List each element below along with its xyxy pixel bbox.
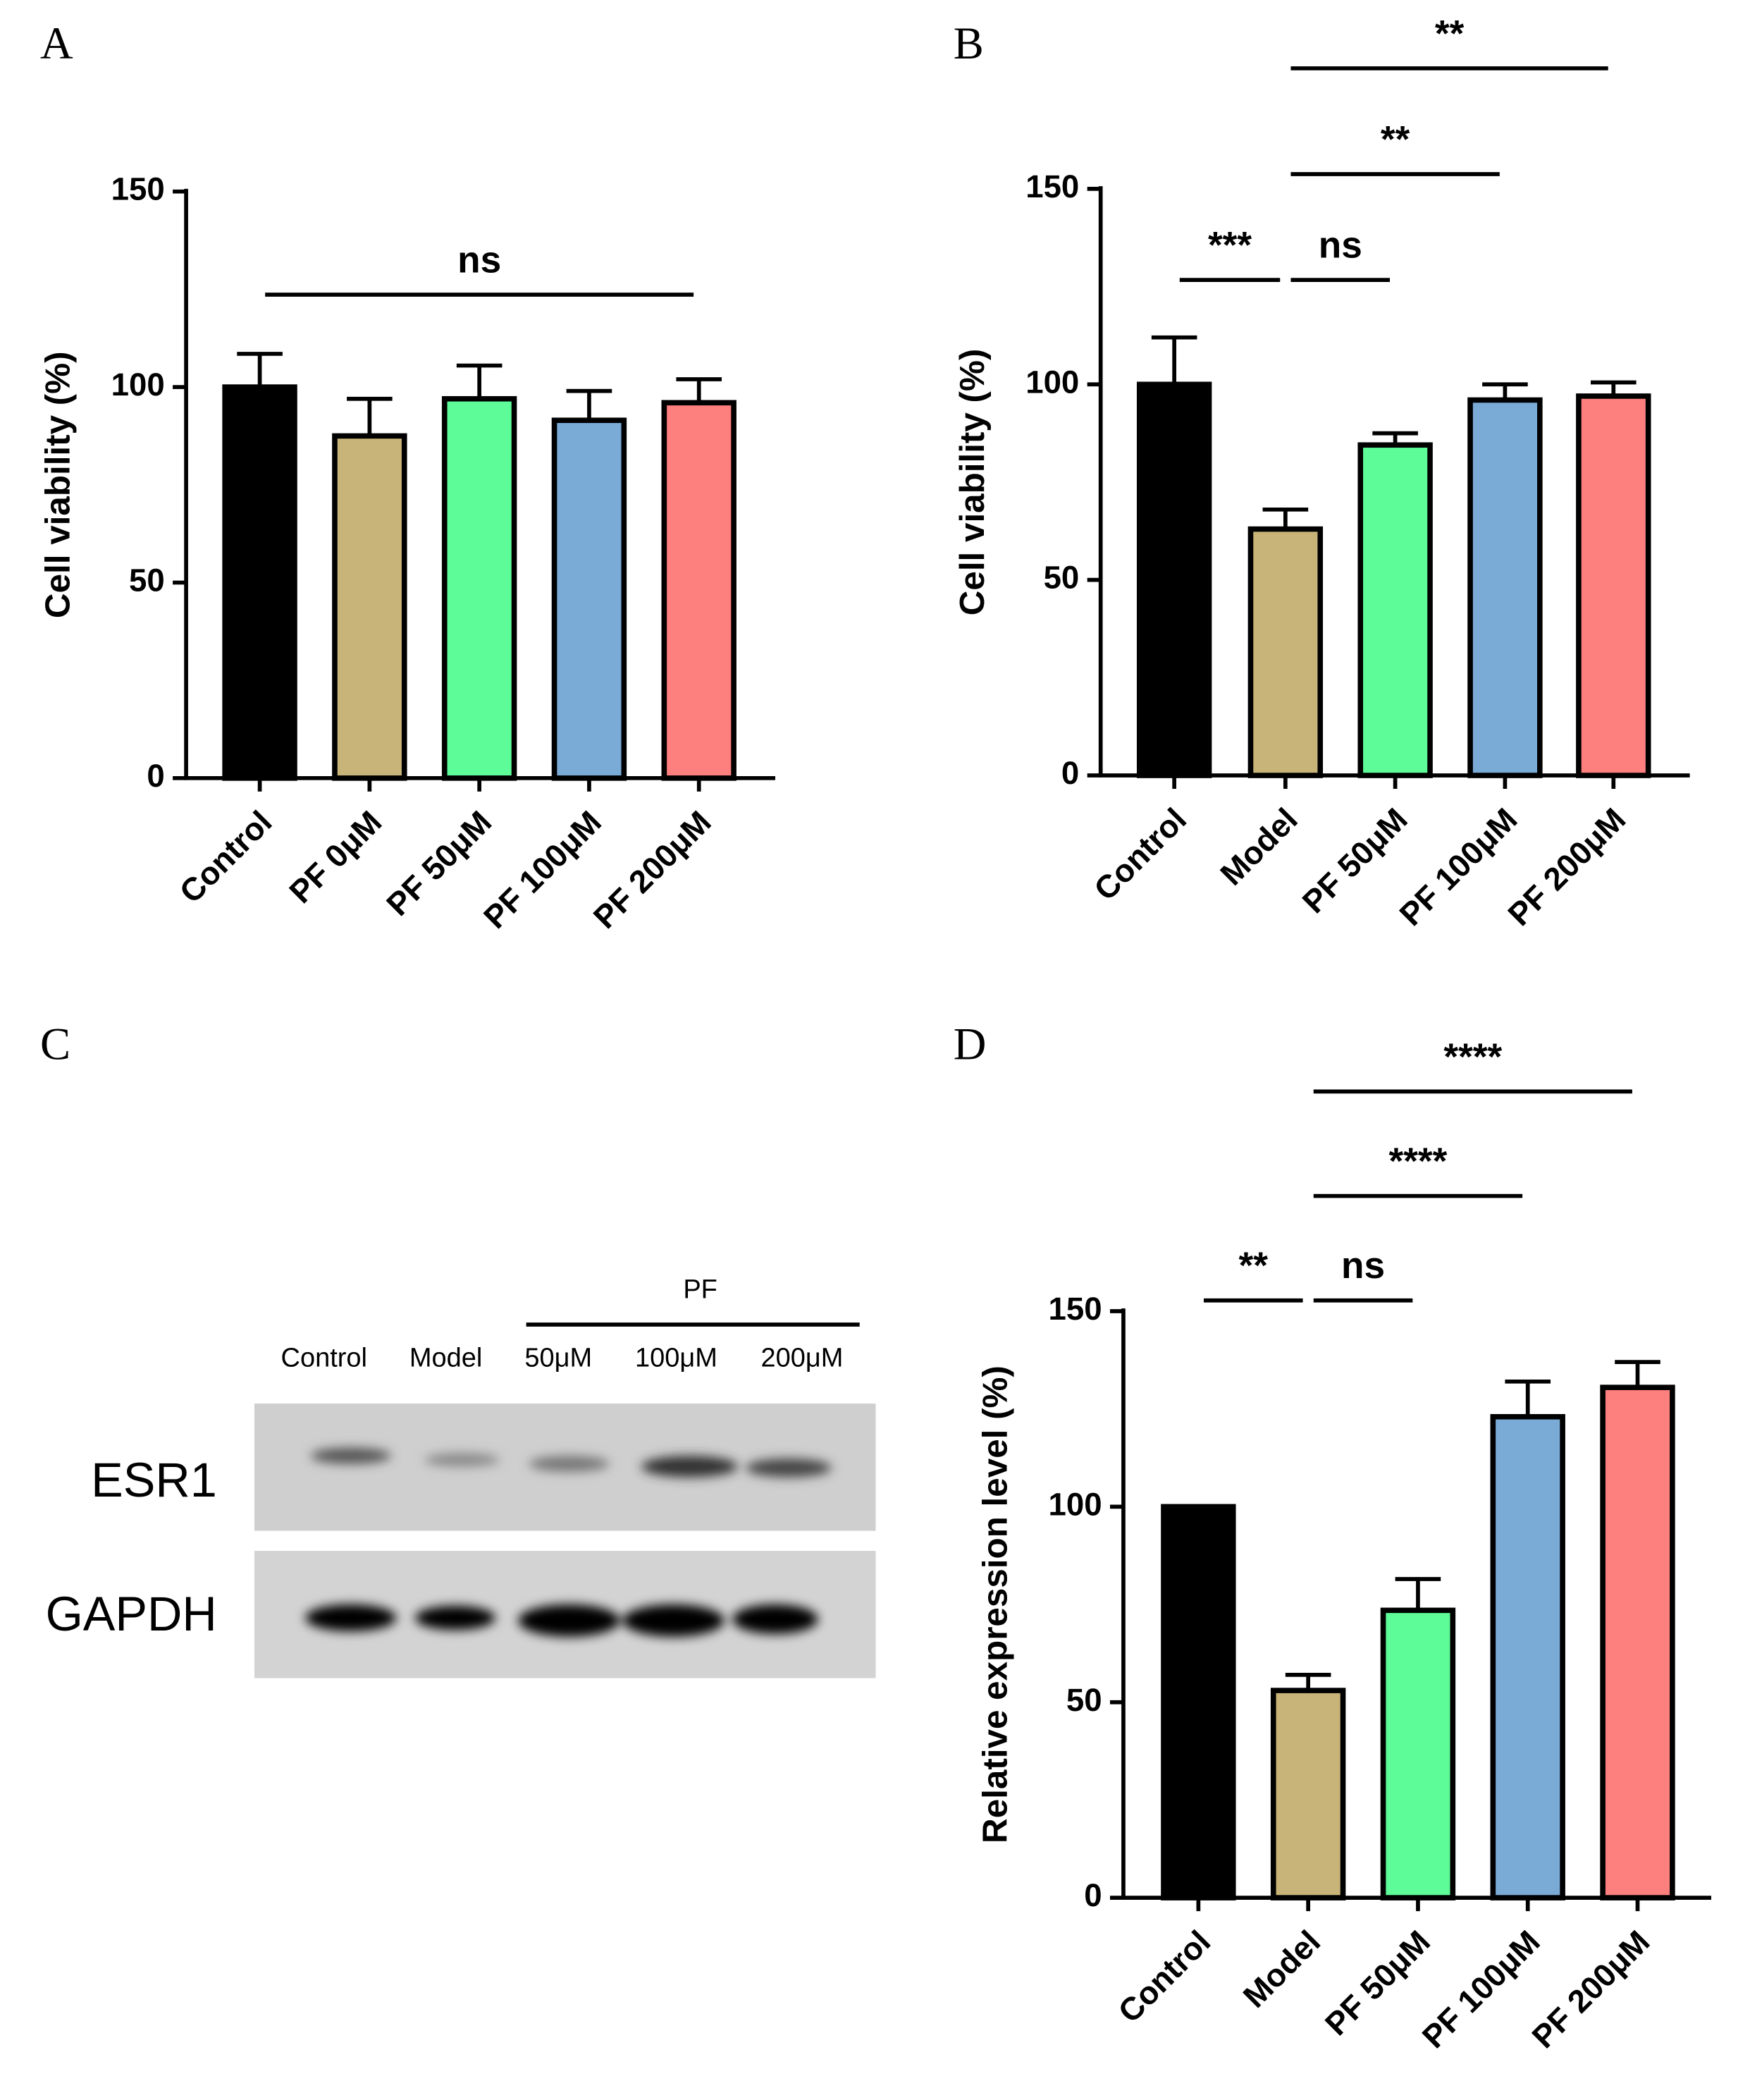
- band: [641, 1456, 738, 1478]
- band: [414, 1605, 495, 1631]
- bar: [1380, 1607, 1456, 1901]
- y-tick-label: 150: [111, 171, 165, 207]
- y-axis-label: Cell viability (%): [953, 349, 992, 616]
- panel-label: B: [954, 18, 984, 68]
- lane-label: 100μM: [635, 1343, 717, 1373]
- bar: [1467, 397, 1543, 778]
- y-tick-label: 0: [1084, 1877, 1102, 1913]
- lane-label: Model: [409, 1343, 482, 1373]
- panel-label: A: [40, 18, 73, 68]
- blot-image: [254, 1404, 876, 1678]
- bar: [1136, 381, 1212, 778]
- significance-label: **: [1381, 118, 1410, 160]
- y-tick-label: 50: [1044, 560, 1080, 596]
- significance-label: ****: [1443, 1036, 1502, 1078]
- y-tick-label: 100: [1049, 1486, 1102, 1522]
- y-tick-label: 50: [1066, 1682, 1102, 1718]
- lane-label: Control: [281, 1343, 367, 1373]
- y-axis-label: Cell viability (%): [39, 351, 78, 618]
- y-tick-label: 0: [147, 758, 164, 794]
- panel-label: C: [40, 1018, 70, 1069]
- band: [529, 1456, 610, 1472]
- band: [622, 1604, 725, 1637]
- band: [746, 1458, 832, 1478]
- bar: [441, 395, 517, 781]
- bar: [1247, 526, 1324, 778]
- significance-label: ****: [1389, 1141, 1448, 1182]
- bar: [551, 417, 627, 781]
- y-tick-label: 100: [111, 367, 165, 403]
- significance-label: ns: [1319, 225, 1362, 266]
- significance-label: **: [1435, 13, 1465, 54]
- row-label: ESR1: [91, 1454, 217, 1507]
- lane-label: 200μM: [761, 1343, 844, 1373]
- y-tick-label: 150: [1049, 1291, 1102, 1327]
- y-tick-label: 0: [1061, 755, 1079, 791]
- band: [305, 1604, 397, 1632]
- bar: [661, 400, 737, 781]
- y-axis-label: Relative expression level (%): [975, 1365, 1014, 1843]
- significance-label: ns: [1341, 1245, 1385, 1287]
- band: [732, 1604, 818, 1634]
- bar: [222, 384, 297, 781]
- band: [518, 1604, 620, 1637]
- bar: [1357, 442, 1433, 778]
- significance-label: ns: [457, 239, 501, 281]
- panel-label: D: [954, 1018, 987, 1069]
- band: [310, 1447, 391, 1464]
- significance-label: ***: [1208, 225, 1252, 266]
- band: [424, 1453, 500, 1467]
- y-tick-label: 50: [129, 563, 165, 598]
- bar: [332, 433, 407, 781]
- bar: [1600, 1384, 1675, 1901]
- y-tick-label: 100: [1025, 364, 1079, 400]
- lane-label: 50μM: [524, 1343, 592, 1373]
- group-label: PF: [683, 1275, 717, 1305]
- row-label: GAPDH: [46, 1588, 217, 1641]
- bar: [1161, 1504, 1236, 1901]
- bands: [305, 1447, 832, 1637]
- y-tick-label: 150: [1025, 168, 1079, 204]
- bar: [1490, 1413, 1565, 1901]
- bar: [1270, 1688, 1346, 1901]
- bar: [1576, 393, 1651, 778]
- significance-label: **: [1239, 1245, 1269, 1287]
